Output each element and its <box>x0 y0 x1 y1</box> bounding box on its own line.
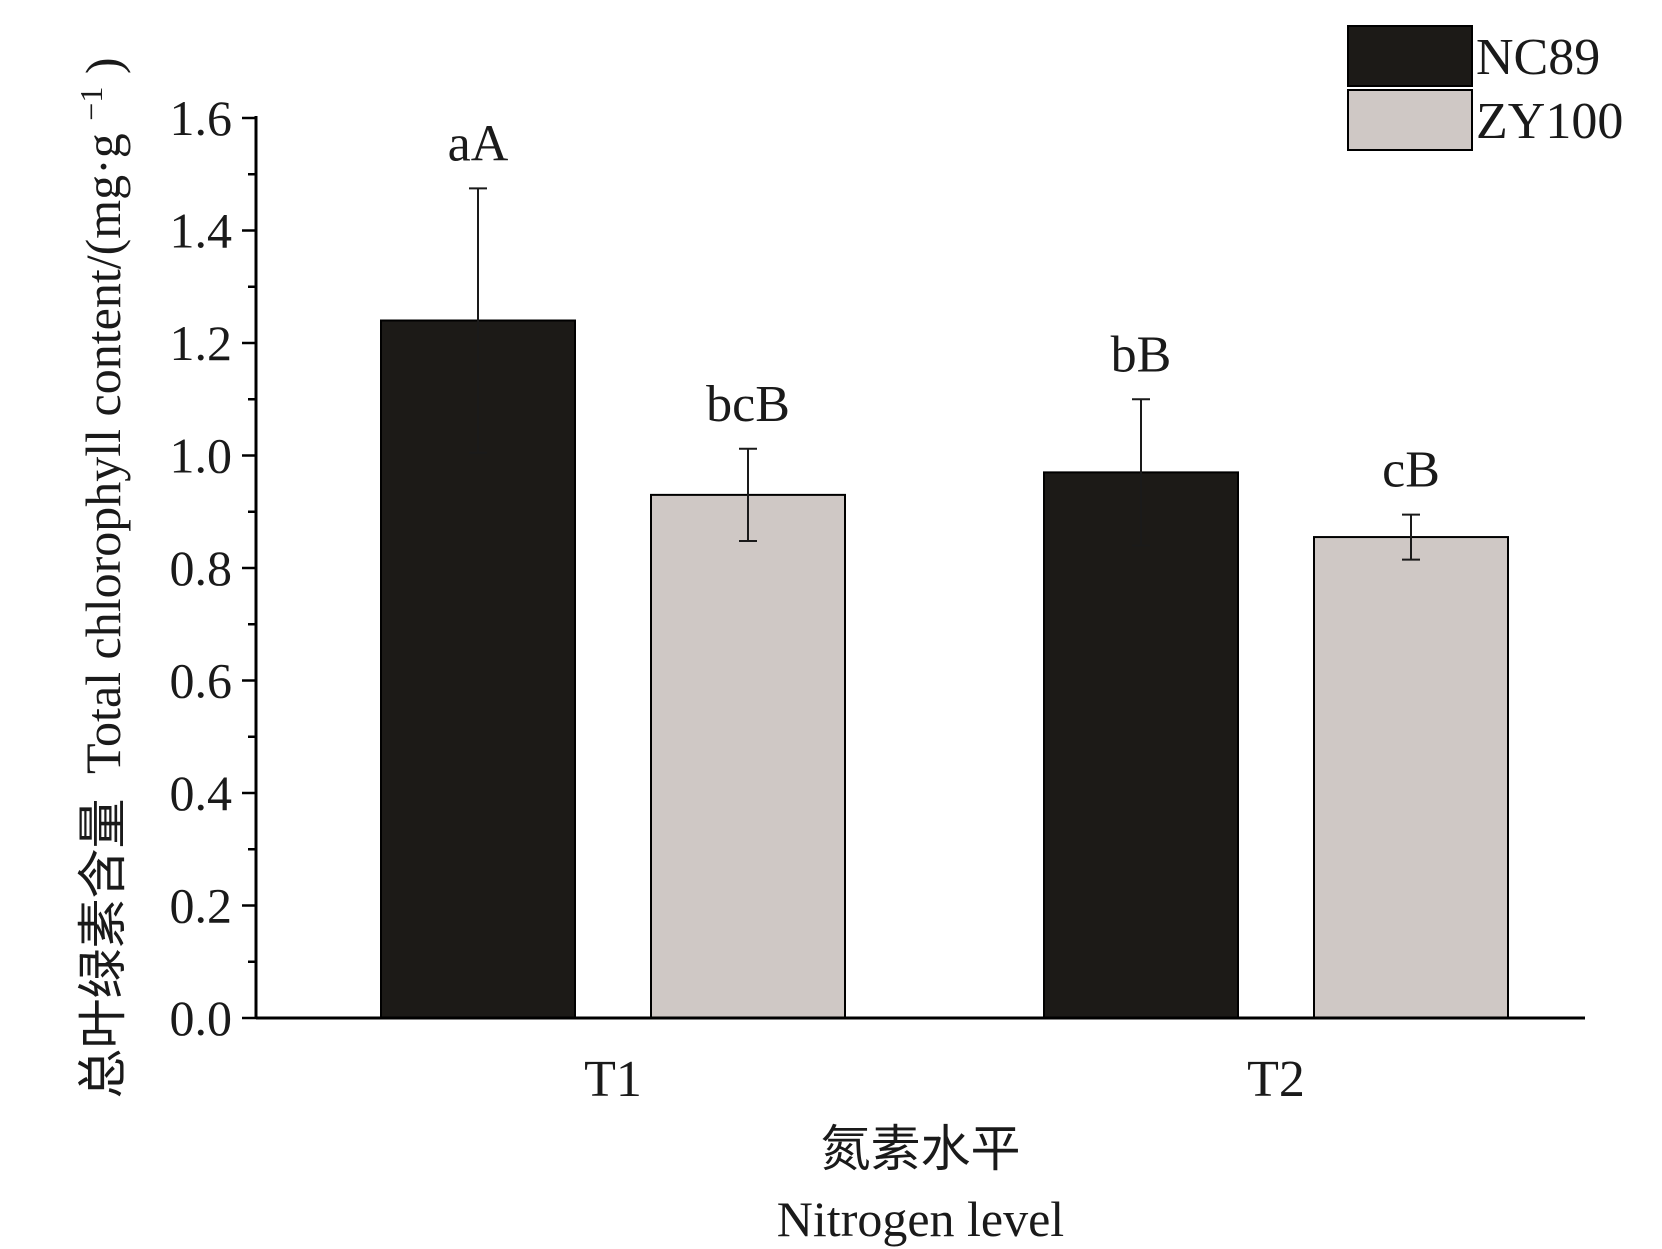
bar-NC89-T2 <box>1043 471 1239 1019</box>
y-tick-label: 1.0 <box>170 428 233 484</box>
legend-label: ZY100 <box>1476 93 1623 150</box>
x-axis-title-en: Nitrogen level <box>777 1191 1064 1247</box>
legend: NC89 ZY100 <box>1347 25 1623 151</box>
y-axis-title: 总叶绿素含量 Total chlorophyll content/(mg·g −… <box>57 58 131 1099</box>
legend-swatch-NC89 <box>1347 25 1473 87</box>
x-category-label: T1 <box>584 1051 642 1108</box>
significance-label: bB <box>1111 326 1172 383</box>
significance-label: bcB <box>706 376 790 433</box>
y-tick-label: 1.6 <box>170 90 233 146</box>
x-category-label: T2 <box>1247 1051 1305 1108</box>
y-axis-title-superscript: −1 <box>73 87 109 121</box>
bar-ZY100-T1 <box>650 493 846 1019</box>
bars-layer <box>380 319 1509 1019</box>
y-tick-label: 0.8 <box>170 540 233 596</box>
y-tick-label: 1.4 <box>170 203 233 259</box>
y-tick-label: 0.2 <box>170 878 233 934</box>
y-ticks-layer: 0.0 0.2 0.4 0.6 0.8 1.0 1.2 1.4 1.6 <box>170 90 256 1046</box>
y-axis-title-close: ) <box>75 58 131 75</box>
legend-label: NC89 <box>1476 29 1600 86</box>
y-tick-label: 0.4 <box>170 765 233 821</box>
y-tick-label: 0.6 <box>170 653 233 709</box>
significance-labels-layer: aA bcB bB cB <box>448 115 1440 498</box>
y-axis-title-cn: 总叶绿素含量 <box>75 799 131 1099</box>
bar-ZY100-T2 <box>1313 536 1509 1019</box>
x-categories-layer: T1 T2 <box>584 1051 1305 1108</box>
y-axis-title-en: Total chlorophyll content/(mg·g <box>75 133 131 774</box>
significance-label: aA <box>448 115 509 172</box>
y-tick-label: 1.2 <box>170 315 233 371</box>
significance-label: cB <box>1382 442 1440 499</box>
legend-swatch-ZY100 <box>1347 89 1473 151</box>
error-bars-layer <box>469 187 1420 561</box>
y-tick-label: 0.0 <box>170 990 233 1046</box>
x-axis-title-cn: 氮素水平 <box>821 1121 1021 1177</box>
